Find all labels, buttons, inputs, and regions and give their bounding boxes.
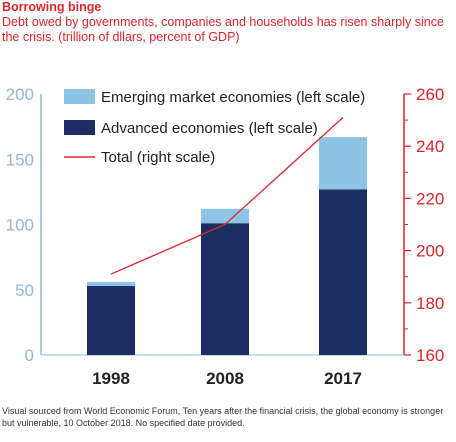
right-tick-label-240: 240 [416, 137, 444, 156]
bar-emerging-2008 [201, 208, 249, 224]
left-tick-label-50: 50 [15, 281, 34, 300]
source-note: Visual sourced from World Economic Forum… [2, 406, 444, 428]
total-line [110, 117, 344, 275]
right-tick-label-160: 160 [416, 346, 444, 365]
right-axis-ticks: 160 180 200 220 240 260 [404, 85, 444, 365]
category-label-2017: 2017 [324, 369, 362, 388]
category-label-2008: 2008 [206, 369, 244, 388]
legend: Emerging market economies (left scale) A… [64, 89, 365, 166]
legend-label-total: Total (right scale) [101, 149, 215, 166]
right-tick-label-180: 180 [416, 294, 444, 313]
bars-group [87, 137, 367, 355]
chart-subtitle: Debt owed by governments, companies and … [2, 15, 444, 44]
left-tick-label-200: 200 [6, 85, 34, 104]
legend-label-advanced: Advanced economies (left scale) [101, 120, 318, 137]
bar-advanced-2008 [201, 223, 249, 355]
chart-title: Borrowing binge [2, 0, 102, 14]
bar-advanced-2017 [319, 189, 367, 355]
left-tick-label-100: 100 [6, 216, 34, 235]
left-axis-ticks: 0 50 100 150 200 [6, 85, 34, 365]
left-tick-label-150: 150 [6, 150, 34, 169]
left-tick-label-0: 0 [25, 346, 34, 365]
bar-emerging-1998 [87, 281, 135, 286]
category-label-1998: 1998 [92, 369, 130, 388]
legend-swatch-advanced [64, 120, 95, 135]
category-labels: 1998 2008 2017 [92, 369, 362, 388]
bar-emerging-2017 [319, 137, 367, 190]
right-tick-label-260: 260 [416, 85, 444, 104]
total-line-group [110, 117, 344, 275]
legend-swatch-emerging [64, 89, 95, 104]
right-tick-label-220: 220 [416, 189, 444, 208]
legend-label-emerging: Emerging market economies (left scale) [101, 89, 365, 106]
right-tick-label-200: 200 [416, 242, 444, 261]
bar-advanced-1998 [87, 285, 135, 355]
